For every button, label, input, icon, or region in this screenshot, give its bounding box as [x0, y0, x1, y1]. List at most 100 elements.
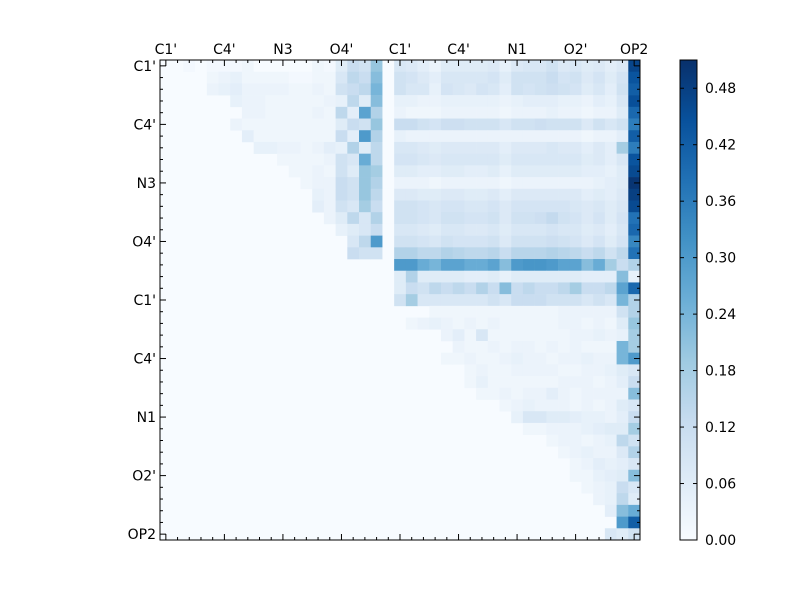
heatmap-cell	[511, 340, 524, 353]
heatmap-cell	[616, 177, 629, 190]
heatmap-cell	[593, 282, 606, 295]
heatmap-cell	[581, 212, 594, 225]
heatmap-cell	[253, 141, 266, 154]
heatmap-cell	[581, 329, 594, 342]
heatmap-cell	[616, 329, 629, 342]
heatmap-cell	[183, 60, 196, 73]
heatmap-cell	[417, 95, 430, 108]
heatmap-cell	[452, 352, 465, 365]
heatmap-cell	[452, 141, 465, 154]
heatmap-cell	[464, 282, 477, 295]
heatmap-cell	[464, 317, 477, 330]
heatmap-cell	[581, 411, 594, 424]
heatmap-cell	[569, 305, 582, 318]
heatmap-cell	[628, 141, 641, 154]
heatmap-cell	[546, 212, 559, 225]
heatmap-cell	[593, 364, 606, 377]
heatmap-cell	[440, 165, 453, 178]
heatmap-cell	[581, 95, 594, 108]
heatmap-cell	[288, 106, 301, 119]
heatmap-cell	[593, 95, 606, 108]
heatmap-cell	[628, 130, 641, 143]
heatmap-cell	[499, 106, 512, 119]
heatmap-cell	[593, 130, 606, 143]
heatmap-cell	[300, 130, 313, 143]
heatmap-cell	[452, 259, 465, 272]
heatmap-cell	[394, 259, 407, 272]
heatmap-cell	[359, 247, 372, 260]
heatmap-cell	[546, 141, 559, 154]
heatmap-cell	[546, 317, 559, 330]
heatmap-cell	[569, 458, 582, 471]
heatmap-cell	[440, 130, 453, 143]
heatmap-cell	[558, 141, 571, 154]
heatmap-cell	[440, 153, 453, 166]
heatmap-cell	[593, 71, 606, 84]
heatmap-cell	[604, 305, 617, 318]
heatmap-cell	[511, 294, 524, 307]
heatmap-cell	[546, 130, 559, 143]
heatmap-cell	[370, 200, 383, 213]
heatmap-cell	[440, 294, 453, 307]
heatmap-cell	[370, 106, 383, 119]
heatmap-cell	[265, 95, 278, 108]
heatmap-cell	[277, 106, 290, 119]
heatmap-cell	[581, 259, 594, 272]
heatmap-cell	[534, 153, 547, 166]
heatmap-cell	[511, 106, 524, 119]
heatmap-cell	[581, 247, 594, 260]
heatmap-cell	[511, 411, 524, 424]
heatmap-cell	[417, 270, 430, 283]
heatmap-cell	[323, 188, 336, 201]
heatmap-cell	[382, 141, 395, 154]
heatmap-cell	[569, 259, 582, 272]
heatmap-cell	[347, 177, 360, 190]
heatmap-cell	[312, 83, 325, 96]
heatmap-cell	[417, 235, 430, 248]
heatmap-cell	[429, 141, 442, 154]
heatmap-cell	[359, 177, 372, 190]
heatmap-cell	[581, 387, 594, 400]
heatmap-cell	[558, 317, 571, 330]
heatmap-cell	[394, 212, 407, 225]
heatmap-cell	[604, 177, 617, 190]
heatmap-cell	[534, 188, 547, 201]
heatmap-cell	[558, 282, 571, 295]
heatmap-cell	[581, 200, 594, 213]
heatmap-cell	[546, 106, 559, 119]
heatmap-cell	[195, 60, 208, 73]
heatmap-cell	[347, 118, 360, 131]
heatmap-cell	[628, 317, 641, 330]
heatmap-cell	[522, 387, 535, 400]
heatmap-cell	[558, 387, 571, 400]
heatmap-cell	[487, 294, 500, 307]
heatmap-cell	[522, 411, 535, 424]
heatmap-cell	[616, 282, 629, 295]
heatmap-cell	[464, 223, 477, 236]
heatmap-cell	[534, 329, 547, 342]
heatmap-cell	[534, 305, 547, 318]
heatmap-cell	[487, 305, 500, 318]
heatmap-cell	[417, 118, 430, 131]
heatmap-cell	[218, 83, 231, 96]
heatmap-cell	[628, 106, 641, 119]
heatmap-cell	[429, 294, 442, 307]
heatmap-cell	[499, 305, 512, 318]
heatmap-cell	[604, 141, 617, 154]
heatmap-cell	[581, 282, 594, 295]
heatmap-cell	[581, 317, 594, 330]
heatmap-cell	[593, 118, 606, 131]
heatmap-cell	[382, 118, 395, 131]
heatmap-cell	[440, 188, 453, 201]
heatmap-cell	[312, 153, 325, 166]
heatmap-cell	[230, 60, 243, 73]
heatmap-cell	[323, 71, 336, 84]
heatmap-cell	[394, 130, 407, 143]
heatmap-cell	[546, 259, 559, 272]
heatmap-cell	[394, 223, 407, 236]
heatmap-cell	[569, 235, 582, 248]
heatmap-cell	[440, 118, 453, 131]
heatmap-cell	[604, 504, 617, 517]
heatmap-cell	[312, 177, 325, 190]
heatmap-cell	[581, 352, 594, 365]
